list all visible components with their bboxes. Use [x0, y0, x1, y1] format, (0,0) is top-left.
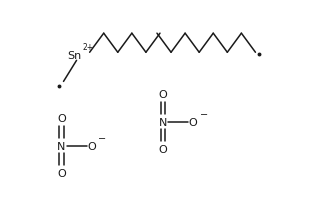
Text: O: O [57, 168, 66, 178]
Text: O: O [189, 117, 198, 127]
Text: 2+: 2+ [82, 43, 94, 52]
Text: O: O [57, 114, 66, 124]
Text: O: O [159, 144, 167, 154]
Text: O: O [159, 90, 167, 100]
Text: N: N [159, 117, 167, 127]
Text: O: O [87, 141, 96, 151]
Text: −: − [200, 109, 208, 119]
Text: Sn: Sn [67, 51, 82, 61]
Text: N: N [57, 141, 66, 151]
Text: −: − [98, 133, 106, 143]
